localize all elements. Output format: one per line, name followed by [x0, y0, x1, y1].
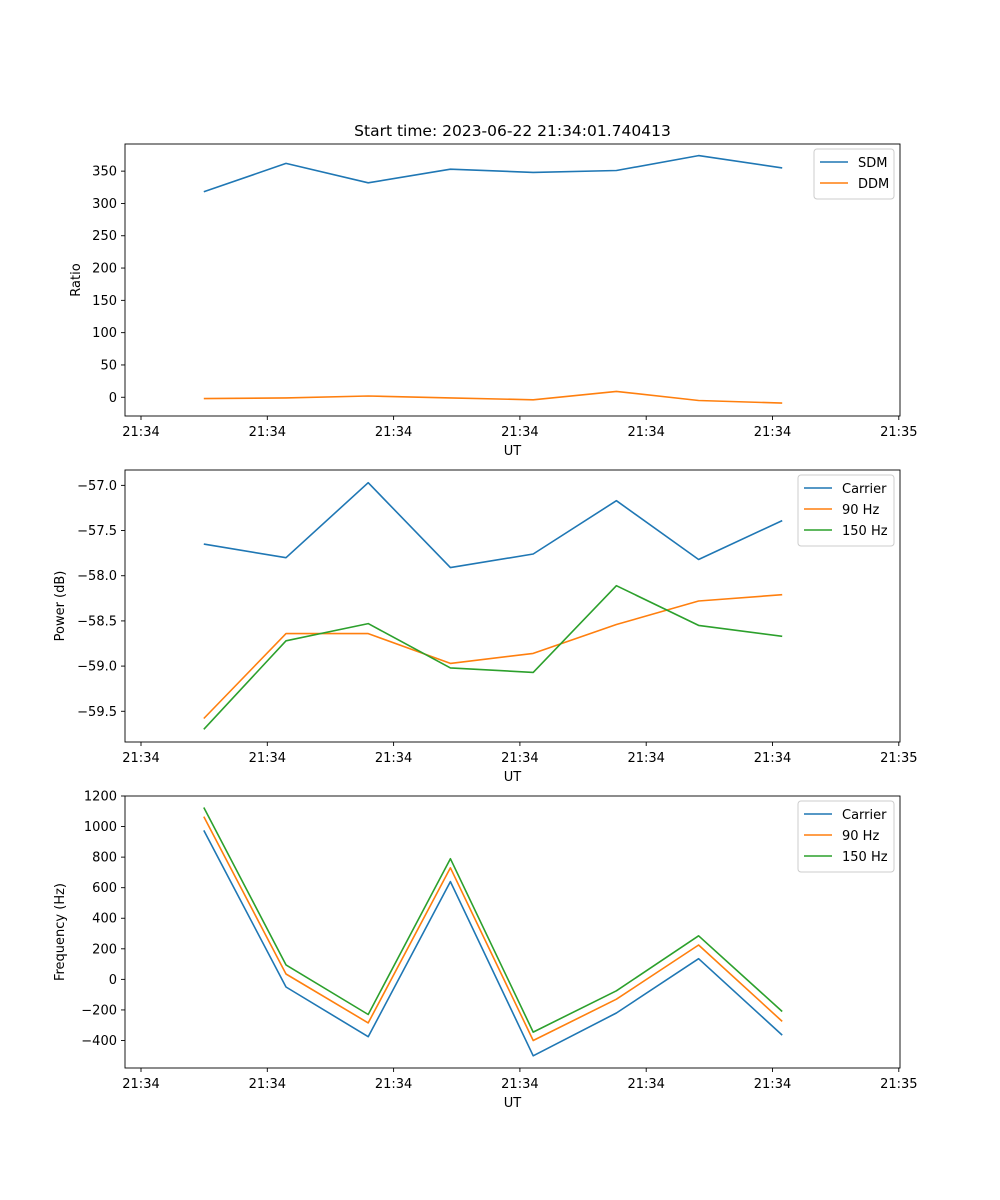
y-tick-label: −400 — [81, 1034, 117, 1049]
series-group — [203, 154, 783, 404]
y-tick-label: −58.5 — [77, 614, 117, 629]
legend-label: 150 Hz — [842, 850, 888, 865]
series-line-carrier — [203, 481, 783, 569]
y-tick-label: 300 — [92, 197, 117, 212]
legend-label: Carrier — [842, 808, 887, 823]
legend-box — [797, 800, 895, 873]
x-tick-label: 21:35 — [880, 425, 917, 440]
y-tick-label: 1200 — [84, 790, 117, 805]
legend: Carrier 90 Hz 150 Hz — [797, 474, 895, 547]
series-line-ddm — [203, 390, 783, 404]
x-tick-label: 21:34 — [754, 751, 791, 766]
y-axis-label: Power (dB) — [53, 571, 68, 642]
y-tick-label: −57.0 — [77, 479, 117, 494]
y-tick-label: 200 — [92, 262, 117, 277]
x-tick-label: 21:34 — [627, 1077, 664, 1092]
subplot-2: 21:34 21:34 21:34 21:34 21:34 21:34 21:35 UT −59… — [53, 469, 918, 785]
y-tick-label: 200 — [92, 942, 117, 957]
x-tick-label: 21:34 — [122, 425, 159, 440]
x-tick-label: 21:34 — [122, 1077, 159, 1092]
x-tick-label: 21:34 — [754, 425, 791, 440]
axes-frame — [124, 795, 901, 1069]
x-axis-label: UT — [504, 444, 522, 459]
x-axis-label: UT — [504, 770, 522, 785]
axes-frame — [124, 143, 901, 417]
y-tick-label: 0 — [109, 973, 117, 988]
y-axis-label: Ratio — [69, 263, 84, 296]
series-line-90-hz — [203, 816, 783, 1042]
x-tick-label: 21:34 — [375, 751, 412, 766]
x-tick-label: 21:34 — [627, 425, 664, 440]
x-tick-label: 21:35 — [880, 1077, 917, 1092]
y-tick-label: 400 — [92, 912, 117, 927]
x-tick-label: 21:34 — [249, 425, 286, 440]
legend-label: DDM — [858, 177, 889, 192]
y-tick-label: 100 — [92, 326, 117, 341]
y-tick-label: −57.5 — [77, 524, 117, 539]
x-tick-label: 21:34 — [627, 751, 664, 766]
series-line-150-hz — [203, 584, 783, 730]
y-tick-label: 250 — [92, 229, 117, 244]
y-tick-label: −200 — [81, 1003, 117, 1018]
x-tick-label: 21:35 — [880, 751, 917, 766]
chart-title: Start time: 2023-06-22 21:34:01.740413 — [354, 122, 671, 140]
x-tick-label: 21:34 — [754, 1077, 791, 1092]
y-tick-label: 50 — [100, 358, 117, 373]
axes-frame — [124, 469, 901, 743]
legend-label: 90 Hz — [842, 503, 879, 518]
x-tick-label: 21:34 — [501, 425, 538, 440]
y-tick-label: 0 — [109, 391, 117, 406]
x-axis-label: UT — [504, 1096, 522, 1111]
subplot-1: Start time: 2023-06-22 21:34:01.740413 21… — [69, 122, 918, 459]
x-tick-label: 21:34 — [501, 751, 538, 766]
series-line-sdm — [203, 154, 783, 193]
legend-label: SDM — [858, 156, 887, 171]
series-line-90-hz — [203, 593, 783, 720]
y-tick-label: −58.0 — [77, 569, 117, 584]
y-tick-label: 350 — [92, 165, 117, 180]
x-tick-label: 21:34 — [249, 751, 286, 766]
legend-box — [797, 474, 895, 547]
series-group — [203, 481, 783, 730]
legend: Carrier 90 Hz 150 Hz — [797, 800, 895, 873]
legend-label: 150 Hz — [842, 524, 888, 539]
y-axis-label: Frequency (Hz) — [53, 883, 68, 981]
x-tick-label: 21:34 — [501, 1077, 538, 1092]
subplot-3: 21:34 21:34 21:34 21:34 21:34 21:34 21:35 UT −40… — [53, 790, 918, 1112]
y-tick-label: −59.0 — [77, 660, 117, 675]
legend-label: Carrier — [842, 482, 887, 497]
series-line-150-hz — [203, 807, 783, 1033]
y-tick-label: 150 — [92, 294, 117, 309]
x-tick-label: 21:34 — [249, 1077, 286, 1092]
y-tick-label: −59.5 — [77, 705, 117, 720]
legend: SDM DDM — [813, 148, 895, 200]
x-tick-label: 21:34 — [375, 425, 412, 440]
legend-label: 90 Hz — [842, 829, 879, 844]
y-tick-label: 1000 — [84, 820, 117, 835]
series-group — [203, 807, 783, 1057]
x-tick-label: 21:34 — [375, 1077, 412, 1092]
x-tick-label: 21:34 — [122, 751, 159, 766]
y-tick-label: 800 — [92, 851, 117, 866]
y-tick-label: 600 — [92, 881, 117, 896]
series-line-carrier — [203, 830, 783, 1057]
